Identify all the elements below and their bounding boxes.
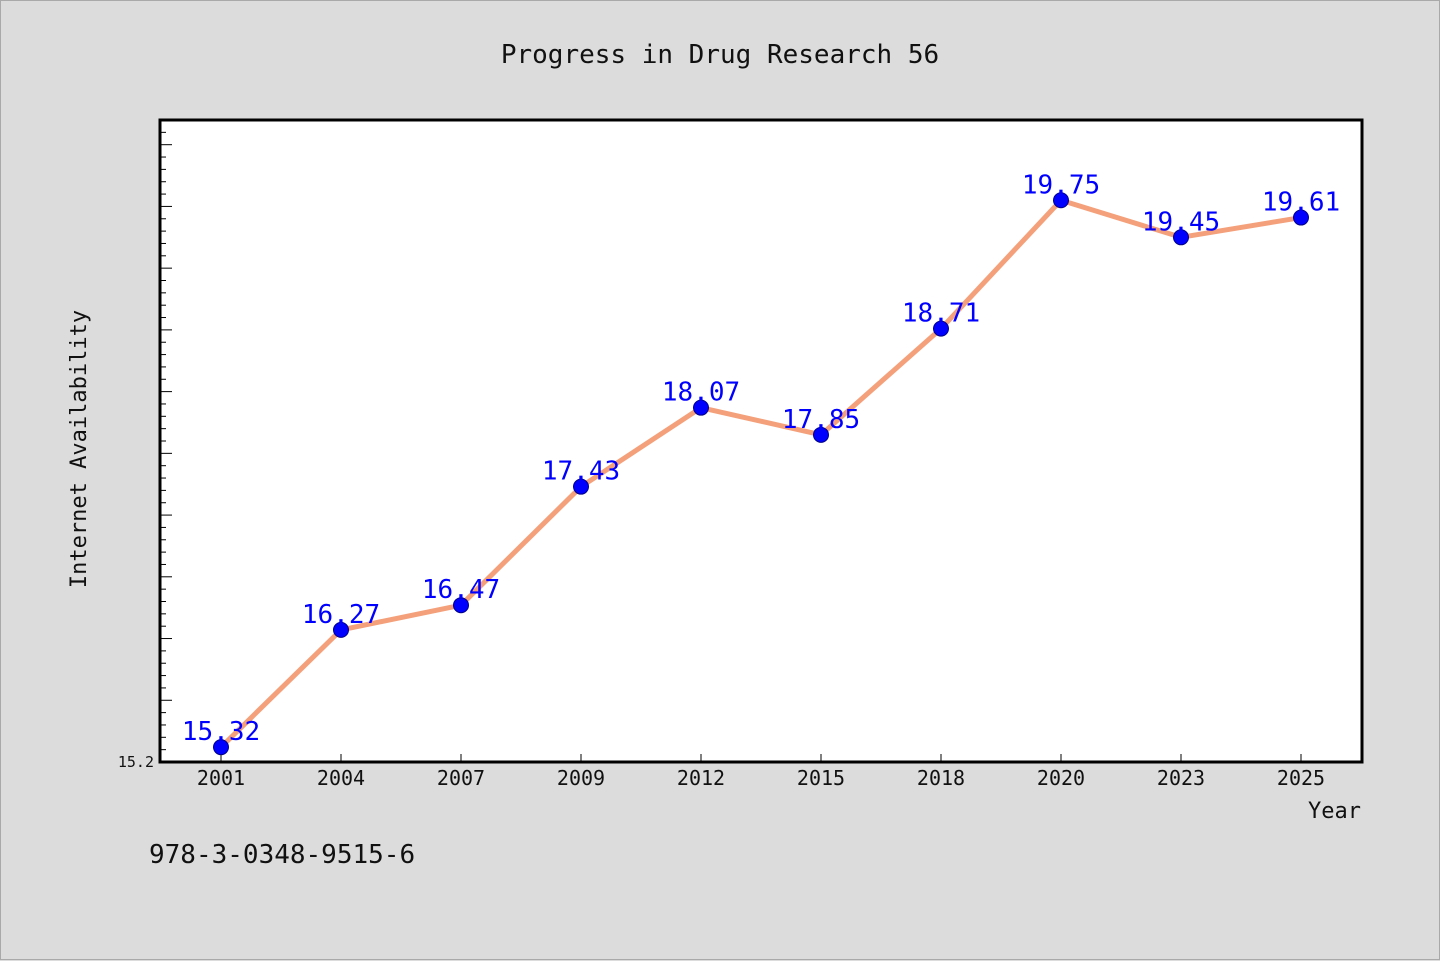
data-label: 18.71: [902, 299, 980, 329]
data-label: 17.85: [782, 405, 860, 435]
plot-area: [158, 118, 1364, 764]
data-label: 19.61: [1262, 188, 1340, 218]
x-tick-label: 2009: [557, 766, 605, 790]
x-tick-label: 2018: [917, 766, 965, 790]
y-axis-label: Internet Availability: [67, 310, 92, 588]
data-label: 16.27: [302, 600, 380, 630]
x-tick-label: 2015: [797, 766, 845, 790]
data-label: 16.47: [422, 575, 500, 605]
data-point: [813, 426, 829, 443]
series-line: [218, 197, 1304, 750]
data-label: 15.32: [182, 717, 260, 747]
x-tick-label: 2012: [677, 766, 725, 790]
data-point: [573, 478, 589, 495]
data-label: 19.75: [1022, 170, 1100, 200]
data-point: [1293, 209, 1309, 226]
series-markers: [213, 192, 1309, 756]
y-axis-ticks: [160, 119, 172, 763]
data-point: [1173, 229, 1189, 246]
data-label: 19.45: [1142, 207, 1220, 237]
data-point: [453, 597, 469, 614]
data-labels: 15.32 16.27 16.47 17.43 18.07 17.85 18.71 19.75…: [182, 170, 1340, 747]
x-axis-ticks: [220, 754, 1302, 762]
data-point: [1053, 192, 1069, 209]
x-tick-label: 2004: [317, 766, 365, 790]
x-axis-label: Year: [1308, 799, 1361, 824]
x-tick-label: 2023: [1157, 766, 1205, 790]
data-point: [333, 621, 349, 638]
y-tick-label: 15.2: [118, 753, 154, 771]
x-tick-label: 2007: [437, 766, 485, 790]
data-label: 18.07: [662, 378, 740, 408]
x-tick-label: 2020: [1037, 766, 1085, 790]
data-point: [693, 399, 709, 416]
data-point: [933, 320, 949, 337]
chart-title: Progress in Drug Research 56: [501, 40, 939, 70]
x-axis-tick-labels: 2001 2004 2007 2009 2012 2015 2018 2020 2023 2025: [197, 766, 1325, 790]
x-tick-label: 2001: [197, 766, 245, 790]
x-tick-label: 2025: [1277, 766, 1325, 790]
data-point: [213, 739, 229, 756]
isbn-text: 978-3-0348-9515-6: [149, 840, 415, 870]
y-axis-tick-labels: 15.2: [118, 753, 154, 771]
data-label: 17.43: [542, 457, 620, 487]
